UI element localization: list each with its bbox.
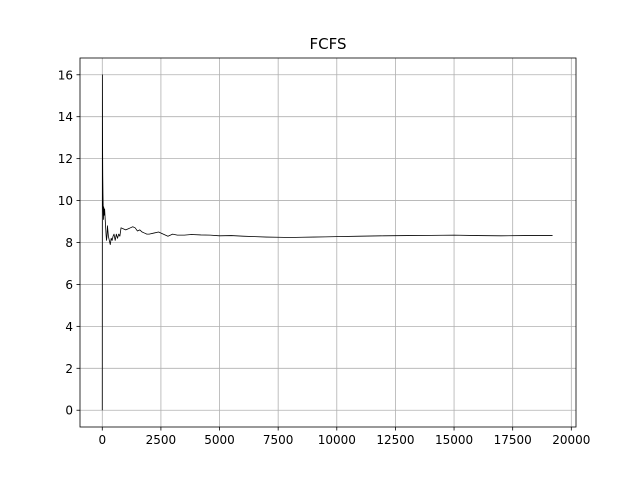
chart-title: FCFS bbox=[310, 35, 347, 53]
y-tick-label: 12 bbox=[58, 152, 73, 166]
x-tick-label: 17500 bbox=[494, 433, 532, 447]
x-tick-label: 15000 bbox=[435, 433, 473, 447]
x-tick-label: 12500 bbox=[376, 433, 414, 447]
y-tick-label: 14 bbox=[58, 110, 73, 124]
y-tick-label: 16 bbox=[58, 68, 73, 82]
grid bbox=[80, 58, 576, 427]
y-tick-label: 2 bbox=[65, 362, 73, 376]
y-tick-label: 4 bbox=[65, 320, 73, 334]
x-tick-label: 20000 bbox=[552, 433, 590, 447]
x-axis: 0 2500 5000 7500 10000 12500 15000 17500 20000 bbox=[98, 427, 590, 447]
y-tick-label: 10 bbox=[58, 194, 73, 208]
x-tick-label: 5000 bbox=[204, 433, 235, 447]
y-tick-label: 8 bbox=[65, 236, 73, 250]
y-axis: 0 2 4 6 8 10 12 14 16 bbox=[58, 68, 80, 418]
series-line bbox=[101, 74, 553, 411]
y-tick-label: 6 bbox=[65, 278, 73, 292]
x-tick-label: 10000 bbox=[318, 433, 356, 447]
x-tick-label: 7500 bbox=[263, 433, 294, 447]
x-tick-label: 0 bbox=[98, 433, 106, 447]
x-tick-label: 2500 bbox=[146, 433, 177, 447]
series-lines bbox=[101, 74, 553, 411]
y-tick-label: 0 bbox=[65, 404, 73, 418]
